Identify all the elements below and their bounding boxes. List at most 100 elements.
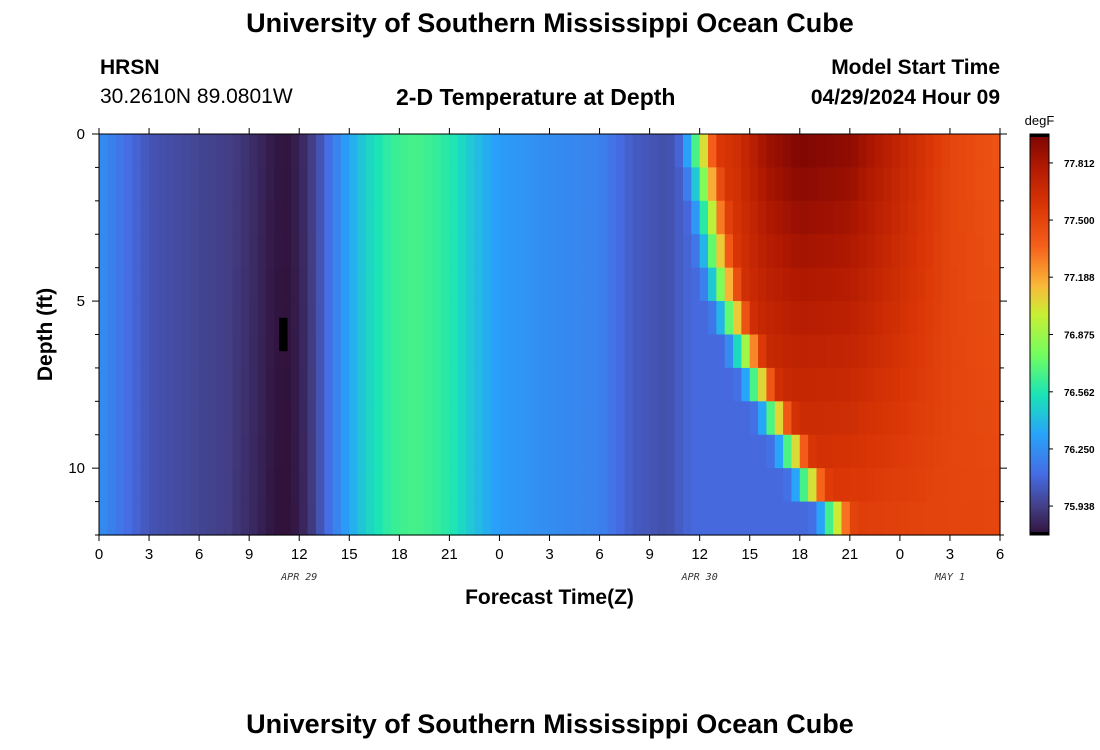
heatmap-cell [265,200,275,235]
heatmap-cell [182,501,192,536]
heatmap-cell [991,367,1001,402]
page-title: University of Southern Mississippi Ocean… [246,8,854,38]
heatmap-cell [666,468,676,503]
heatmap-cell [274,200,284,235]
heatmap-cell [424,501,434,536]
heatmap-cell [774,468,784,503]
heatmap-cell [466,234,476,269]
heatmap-cell [908,301,918,336]
heatmap-cell [165,301,175,336]
heatmap-cell [165,234,175,269]
heatmap-cell [641,367,651,402]
heatmap-cell [783,434,793,469]
heatmap-cell [165,167,175,202]
heatmap-cell [808,134,818,169]
heatmap-cell [399,468,409,503]
heatmap-cell [682,468,692,503]
heatmap-cell [899,468,909,503]
heatmap-cell [441,367,450,402]
heatmap-cell [390,434,400,469]
heatmap-cell [624,134,634,169]
heatmap-cell [908,401,918,436]
heatmap-cell [766,501,776,536]
heatmap-cell [199,301,209,336]
heatmap-cell [858,401,868,436]
heatmap-cell [399,401,409,436]
heatmap-cell [841,167,851,202]
heatmap-cell [257,200,267,235]
heatmap-cell [566,334,576,369]
heatmap-cell [149,401,158,436]
heatmap-cell [499,267,509,302]
heatmap-cell [140,334,150,369]
heatmap-cell [290,334,300,369]
heatmap-cell [666,434,676,469]
heatmap-cell [482,434,492,469]
heatmap-cell [916,234,926,269]
heatmap-cell [557,468,567,503]
heatmap-cell [157,200,167,235]
heatmap-cell [466,301,476,336]
heatmap-cell [991,134,1001,169]
heatmap-cell [390,134,400,169]
heatmap-cell [324,334,334,369]
heatmap-cell [124,401,133,436]
heatmap-cell [924,267,934,302]
heatmap-cell [799,468,809,503]
heatmap-cell [99,367,108,402]
heatmap-cell [641,234,651,269]
heatmap-cell [824,301,834,336]
heatmap-cell [616,301,626,336]
heatmap-cell [607,134,617,169]
heatmap-cell [224,434,234,469]
heatmap-cell [340,200,350,235]
heatmap-cell [791,401,801,436]
heatmap-cell [983,200,993,235]
heatmap-cell [274,334,284,369]
heatmap-cell [282,434,292,469]
heatmap-cell [641,334,651,369]
heatmap-cell [566,468,576,503]
heatmap-cell [874,501,884,536]
heatmap-cell [841,134,851,169]
station-coordinates: 30.2610N 89.0801W [100,85,293,108]
x-tick-label: 3 [145,546,153,563]
heatmap-cell [958,468,968,503]
x-tick-label: 21 [841,546,858,563]
heatmap-cell [649,434,659,469]
heatmap-cell [365,501,375,536]
heatmap-cell [140,267,150,302]
heatmap-cell [632,468,642,503]
station-name: HRSN [100,56,160,79]
heatmap-cell [949,334,959,369]
heatmap-cell [991,501,1001,536]
heatmap-cell [974,501,984,536]
heatmap-cell [591,301,601,336]
heatmap-cell [991,434,1001,469]
heatmap-cell [916,334,926,369]
heatmap-cell [841,401,851,436]
heatmap-cell [716,234,726,269]
heatmap-cell [816,434,826,469]
heatmap-cell [591,401,601,436]
heatmap-cell [441,234,450,269]
heatmap-cell [699,134,709,169]
heatmap-cell [649,367,659,402]
heatmap-cell [340,367,350,402]
heatmap-cell [841,234,851,269]
heatmap-cell [632,367,642,402]
heatmap-cell [682,301,692,336]
heatmap-cell [174,367,184,402]
heatmap-cell [874,434,884,469]
heatmap-cell [357,334,367,369]
heatmap-cell [424,267,434,302]
heatmap-cell [190,167,200,202]
heatmap-cell [107,468,117,503]
heatmap-cell [824,468,834,503]
heatmap-cell [891,200,901,235]
heatmap-cell [758,167,767,202]
heatmap-cell [682,434,692,469]
heatmap-cell [682,234,692,269]
heatmap-cell [649,334,659,369]
heatmap-cell [215,301,225,336]
